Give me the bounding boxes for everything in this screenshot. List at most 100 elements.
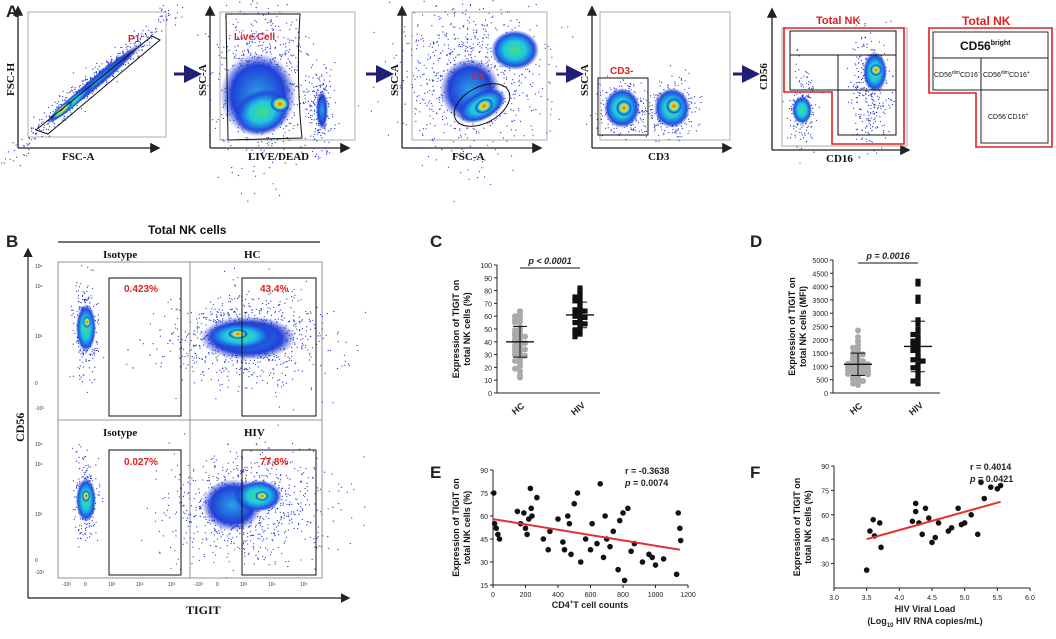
data-point-hc	[860, 378, 866, 385]
tick-label-x-left: 10⁵	[168, 582, 176, 588]
data-point	[988, 484, 994, 490]
p-value-label: p = 0.0016	[865, 251, 910, 261]
data-point-hc	[855, 382, 861, 389]
data-point	[948, 525, 955, 531]
data-point	[625, 505, 631, 512]
x-category-label: HC	[848, 400, 865, 416]
data-point	[597, 481, 604, 487]
y-tick-label: 45	[480, 537, 488, 544]
tigit-cloud-isotype-hc	[69, 265, 161, 393]
data-point-hiv	[572, 320, 578, 326]
data-point	[564, 513, 571, 519]
data-point-hc	[855, 327, 861, 334]
data-point	[495, 531, 501, 538]
panel-b-x-label: TIGIT	[186, 603, 221, 617]
flow-plot-3: P2 FSC-A SSC-A	[357, 0, 574, 202]
chart-f: 30 45 60 75 90 3.0 3.5 4.0 4.5 5.0 5.5 6.0 Expressio…	[792, 462, 1035, 629]
r-value-label: r = 0.4014	[970, 462, 1011, 472]
data-point	[594, 540, 600, 547]
data-point	[677, 525, 683, 532]
y-tick-label: 1500	[812, 351, 828, 358]
data-point	[649, 554, 656, 561]
flow-plot-2: Live Cell LIVE/DEAD SSC-A	[197, 0, 356, 202]
y-tick-label: 3500	[812, 298, 828, 305]
data-point-hc	[522, 333, 528, 340]
schema-cd56dim-cd16neg: CD56dimCD16-	[934, 70, 980, 79]
x-tick-label: 400	[552, 592, 564, 599]
data-point	[493, 525, 500, 532]
pct-hc: 43.4%	[260, 284, 288, 295]
y-tick-label: 10	[484, 378, 492, 385]
data-point-hc	[517, 363, 523, 370]
data-point	[582, 536, 589, 542]
tick-label-x-left: 10³	[108, 582, 116, 588]
tick-label-y-bottom: 0	[35, 558, 38, 564]
y-tick-label: 500	[816, 378, 828, 385]
data-point-hc	[522, 340, 528, 347]
axis-x-label-5: CD16	[826, 153, 853, 165]
data-point	[574, 490, 581, 496]
data-point	[620, 510, 626, 516]
schema-cd56neg-cd16pos: CD56-CD16+	[988, 112, 1028, 121]
x-category-label: HIV	[569, 400, 587, 417]
x-axis-label-line1: HIV Viral Load	[895, 604, 956, 614]
data-point	[491, 490, 497, 496]
data-point	[981, 495, 988, 502]
flow-plot-4: CD3- CD3 SSC-A	[579, 5, 733, 163]
panel-letter-c: C	[430, 232, 443, 251]
flow-title-hc: HC	[244, 249, 261, 261]
panel-letter-b: B	[6, 232, 19, 251]
density-cloud-3	[357, 0, 574, 202]
data-point	[870, 516, 876, 523]
y-tick-label: 60	[821, 513, 829, 520]
axis-x-label-1: FSC-A	[62, 151, 94, 163]
data-point	[673, 571, 680, 578]
chart-d: 0 500 1000 1500 2000 2500 3000 3500 4000 4500 5000…	[787, 251, 940, 417]
panel-b-header: Total NK cells	[148, 223, 227, 237]
data-point-hiv	[577, 293, 583, 299]
data-point	[909, 518, 916, 525]
nk-subset-schema: Total NK CD56bright CD56dimCD16- CD56dim…	[928, 14, 1053, 148]
data-point-hiv	[915, 294, 921, 300]
tick-label-y-top: 10³	[35, 334, 43, 340]
y-tick-label: 60	[480, 514, 488, 521]
axis-y-label-1: FSC-H	[5, 63, 17, 96]
tick-label-y-top: 0	[35, 381, 38, 387]
y-tick-label: 1000	[812, 364, 828, 371]
tick-label-y-top: -10³	[35, 406, 44, 412]
data-point-hiv	[582, 308, 588, 314]
panel-b-ticks: 10⁵ 10⁴ 10³ 0 -10³ 10⁵ 10⁴ 10³ 0 -10³ -10³ 0 10³ 10⁴ 1…	[35, 264, 308, 588]
data-point	[628, 548, 634, 555]
flow-title-isotype-hc: Isotype	[103, 249, 137, 261]
regression-line	[492, 518, 681, 551]
data-point	[602, 513, 608, 519]
p-value-label: p < 0.0001	[527, 256, 571, 266]
data-point-hc	[517, 374, 523, 381]
data-point-hiv	[910, 357, 916, 363]
data-point	[660, 556, 667, 562]
axis-x-label-3: FSC-A	[452, 151, 484, 163]
y-tick-label: 2000	[812, 338, 828, 345]
y-axis-label: Expression of TIGIT ontotal NK cells (%)	[451, 478, 472, 577]
data-point-hiv	[910, 378, 916, 384]
data-point-hiv	[572, 307, 578, 313]
data-point-hiv	[572, 334, 578, 340]
x-tick-label: 3.0	[829, 595, 839, 602]
y-tick-label: 3000	[812, 311, 828, 318]
tick-label-x-left: 10⁴	[136, 582, 144, 588]
data-point-hiv	[577, 331, 583, 337]
data-point	[997, 482, 1004, 489]
data-point-hiv	[910, 338, 916, 344]
data-point-hiv	[910, 341, 916, 347]
y-tick-label: 70	[484, 301, 492, 308]
data-point	[534, 494, 540, 501]
x-tick-label: 3.5	[862, 595, 872, 602]
y-axis-label: Expression of TIGIT ontotal NK cells (%)	[792, 478, 813, 577]
x-tick-label: 1200	[680, 592, 696, 599]
data-point	[867, 528, 873, 534]
data-point	[521, 510, 527, 516]
gate-label-p2: P2	[472, 72, 485, 83]
y-tick-label: 75	[821, 488, 829, 495]
data-point-hiv	[582, 321, 588, 327]
data-point	[919, 531, 925, 538]
